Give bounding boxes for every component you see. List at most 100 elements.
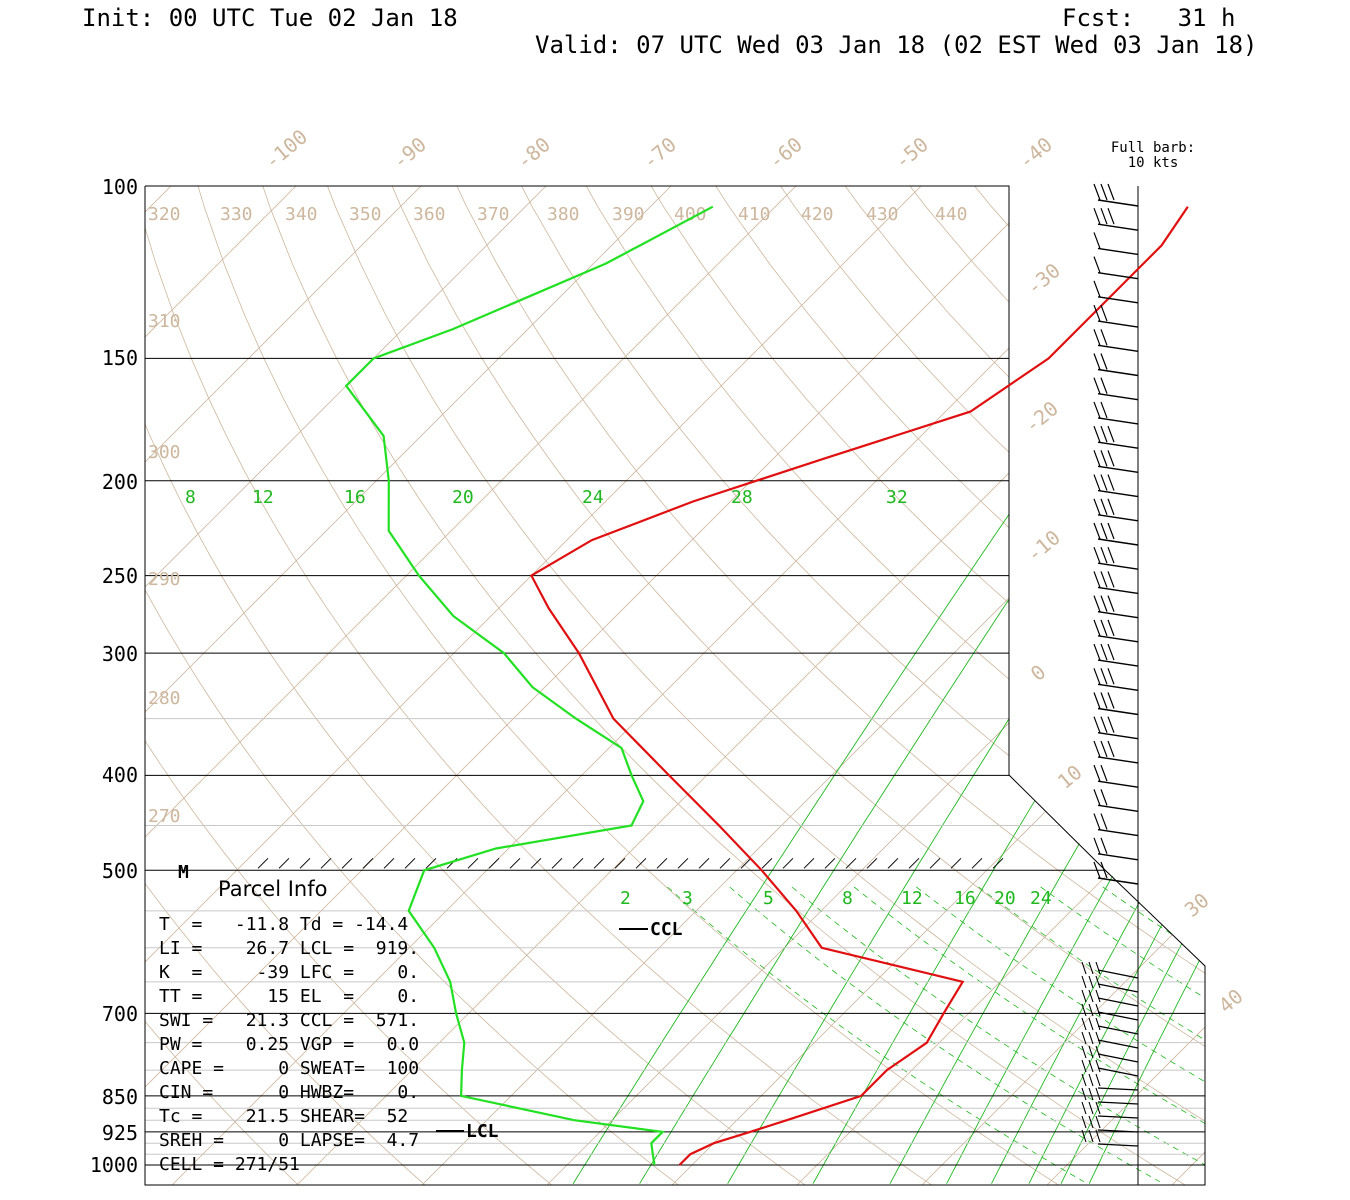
mr-label: 16 <box>344 487 366 508</box>
wind-barb <box>1081 1059 1139 1077</box>
moist-adiabat <box>916 886 1205 1183</box>
wind-barb <box>1093 208 1139 231</box>
isotherm-label: 30 <box>1180 888 1214 922</box>
wind-barb <box>1093 256 1139 280</box>
parcel-row: CAPE = 0 SWEAT= 100 <box>159 1058 419 1079</box>
wind-barb <box>1093 450 1139 474</box>
annotations: M CCL LCL Full barb: 10 kts <box>178 140 1195 1142</box>
isotherm-line <box>795 186 1205 1185</box>
dry-adiabat <box>623 186 1205 1185</box>
barb-legend-line2: 10 kts <box>1128 155 1179 171</box>
dry-adiabat <box>686 186 1205 1185</box>
wind-barb <box>1093 353 1139 377</box>
theta-label: 390 <box>612 204 645 225</box>
mixing-ratio-line <box>572 458 1048 1184</box>
wind-barb <box>1081 1017 1139 1035</box>
mixing-ratio-labels-upper: 8 12 16 20 24 28 32 <box>185 487 908 508</box>
hatch-mark <box>929 857 941 869</box>
hatch-mark <box>803 857 815 869</box>
wind-barbs <box>1081 183 1139 1147</box>
hatch-mark <box>614 857 626 869</box>
ccl-marker: CCL <box>650 919 683 940</box>
hatch-mark <box>425 857 437 869</box>
isotherm-line <box>0 141 91 1186</box>
wind-barb <box>1093 861 1139 885</box>
parcel-row: CELL = 271/51 <box>159 1154 300 1175</box>
dry-adiabat <box>1189 186 1205 1185</box>
wind-barb <box>1093 813 1139 837</box>
mr-label: 3 <box>682 888 693 909</box>
hatch-mark <box>866 857 878 869</box>
isotherm-label: 10 <box>1053 760 1087 794</box>
wind-barb <box>1081 1101 1139 1119</box>
mixing-ratio-line <box>946 458 1205 1184</box>
theta-label: 310 <box>148 311 181 332</box>
wind-barb <box>1093 329 1139 352</box>
isotherm-label: 0 <box>1026 660 1051 686</box>
wind-barb <box>1093 522 1139 546</box>
hatch-mark <box>845 857 857 869</box>
isotherm-line <box>670 186 1205 1185</box>
theta-label: 420 <box>801 204 834 225</box>
hatch-mark <box>509 857 521 869</box>
parcel-row: CIN = 0 HWBZ= 0. <box>159 1082 419 1103</box>
moist-adiabat <box>853 886 1205 1183</box>
theta-label: 400 <box>674 204 707 225</box>
wind-barb <box>1093 183 1139 207</box>
theta-label: 440 <box>935 204 968 225</box>
wind-barb <box>1093 232 1139 256</box>
p-label: 100 <box>102 175 138 199</box>
mr-label: 28 <box>731 487 753 508</box>
isotherm-label: 40 <box>1214 984 1248 1018</box>
isotherm-line <box>145 186 842 1185</box>
background-guides <box>0 141 1350 1186</box>
p-label: 400 <box>102 763 138 787</box>
isotherm-line <box>1296 141 1350 1186</box>
dry-adiabat <box>145 186 300 1185</box>
dry-adiabat <box>1000 186 1205 1185</box>
p-label: 1000 <box>90 1153 138 1177</box>
isotherm-label: -20 <box>1020 396 1063 438</box>
mr-label: 2 <box>620 888 631 909</box>
parcel-row: SREH = 0 LAPSE= 4.7 <box>159 1130 419 1151</box>
hatch-mark <box>257 857 269 869</box>
hatch-mark <box>950 857 962 869</box>
p-label: 150 <box>102 346 138 370</box>
wind-barb <box>1093 474 1139 498</box>
moist-adiabat <box>667 886 1085 1183</box>
parcel-title: Parcel Info <box>218 877 327 901</box>
wind-barb <box>1093 595 1139 619</box>
valid-time: Valid: 07 UTC Wed 03 Jan 18 (02 EST Wed … <box>535 31 1258 59</box>
hatch-mark <box>887 857 899 869</box>
hatch-mark <box>530 857 542 869</box>
theta-label: 360 <box>413 204 446 225</box>
wind-barb <box>1081 1003 1139 1021</box>
wind-barb <box>1081 1129 1139 1147</box>
mixing-ratio-line <box>889 458 1205 1184</box>
mixing-ratio-line <box>1060 458 1205 1184</box>
moist-adiabat <box>1227 887 1350 1182</box>
mixing-ratio-line <box>1028 458 1205 1184</box>
parcel-row: SWI = 21.3 CCL = 571. <box>159 1010 419 1031</box>
init-time: Init: 00 UTC Tue 02 Jan 18 <box>82 4 458 32</box>
hatch-mark <box>320 857 332 869</box>
forecast-hour: Fcst: 31 h <box>1062 4 1236 32</box>
mr-label: 20 <box>994 888 1016 909</box>
dry-adiabat <box>145 186 553 1185</box>
wind-barb <box>1093 425 1139 449</box>
hatch-mark <box>593 857 605 869</box>
parcel-row: K = -39 LFC = 0. <box>159 962 419 983</box>
wind-barb <box>1093 619 1139 643</box>
hatch-mark <box>299 857 311 869</box>
p-label: 925 <box>102 1121 138 1145</box>
wind-barb <box>1093 498 1139 522</box>
isotherm-label: -90 <box>388 132 431 174</box>
temperature-line <box>529 206 1189 1166</box>
wind-barb <box>1093 547 1139 570</box>
hatch-mark <box>971 857 983 869</box>
mixing-ratio-line <box>991 458 1205 1184</box>
theta-label: 270 <box>148 806 181 827</box>
parcel-row: TT = 15 EL = 0. <box>159 986 419 1007</box>
hatch-mark <box>782 857 794 869</box>
